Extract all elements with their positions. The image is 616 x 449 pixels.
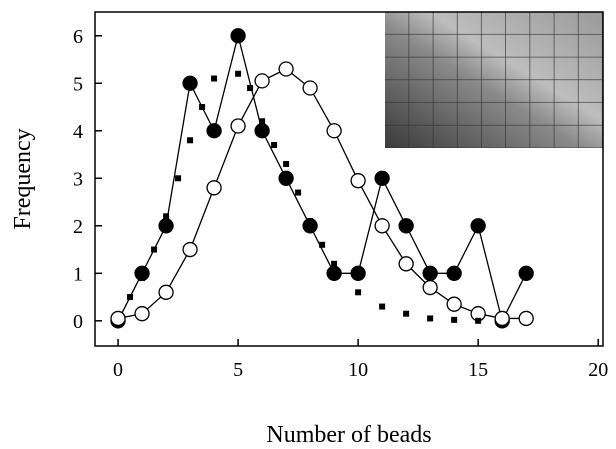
filled-marker — [278, 170, 294, 186]
open-marker — [398, 256, 414, 272]
inset-photo — [385, 12, 603, 148]
filled-marker — [398, 218, 414, 234]
square-marker — [403, 310, 410, 317]
square-marker — [235, 70, 242, 77]
filled-marker — [326, 265, 342, 281]
square-marker — [331, 260, 338, 267]
filled-marker — [470, 218, 486, 234]
square-marker — [475, 317, 482, 324]
y-tick-label: 4 — [73, 121, 83, 143]
open-marker — [230, 118, 246, 134]
square-marker — [259, 118, 266, 125]
square-marker — [319, 241, 326, 248]
y-axis-label: Frequency — [10, 128, 36, 229]
square-marker — [283, 161, 290, 168]
open-marker — [446, 296, 462, 312]
filled-marker — [254, 123, 270, 139]
open-marker — [494, 310, 510, 327]
square-marker — [199, 104, 206, 111]
filled-marker — [518, 265, 534, 281]
open-marker — [158, 284, 174, 300]
x-tick-label: 15 — [468, 359, 488, 381]
open-marker — [182, 241, 198, 258]
square-marker — [175, 175, 182, 182]
filled-marker — [230, 28, 246, 44]
open-marker — [374, 218, 390, 234]
square-marker — [427, 315, 434, 322]
filled-marker — [158, 218, 174, 234]
open-marker — [350, 173, 366, 189]
x-tick-label: 10 — [348, 359, 368, 381]
x-tick-label: 0 — [113, 359, 123, 381]
x-tick-label: 20 — [588, 359, 608, 381]
filled-marker — [182, 75, 198, 91]
square-marker — [151, 246, 158, 253]
square-marker — [307, 218, 314, 225]
y-tick-label: 6 — [73, 26, 83, 48]
open-marker — [302, 80, 318, 96]
x-tick-label: 5 — [233, 359, 243, 381]
y-tick-label: 2 — [73, 216, 83, 238]
square-marker — [163, 213, 170, 220]
y-tick-label: 5 — [73, 73, 83, 95]
square-marker — [139, 275, 146, 282]
open-marker — [278, 61, 294, 77]
open-marker — [326, 123, 342, 139]
open-marker — [422, 279, 438, 296]
square-marker — [271, 142, 278, 149]
square-marker — [247, 85, 254, 92]
square-marker — [187, 137, 194, 144]
y-tick-label: 1 — [73, 263, 83, 285]
series-line — [117, 35, 527, 323]
open-marker — [110, 310, 126, 327]
open-marker — [206, 180, 222, 196]
filled-marker — [374, 170, 390, 186]
square-marker — [211, 75, 218, 82]
open-marker — [518, 310, 534, 327]
filled-marker — [350, 265, 366, 281]
square-marker — [295, 189, 302, 196]
y-tick-label: 3 — [73, 168, 83, 190]
square-marker — [451, 316, 458, 323]
x-axis-label: Number of beads — [266, 422, 431, 448]
square-marker — [355, 289, 362, 296]
filled-marker — [446, 265, 462, 281]
filled-marker — [206, 123, 222, 139]
y-tick-label: 0 — [73, 311, 83, 333]
square-marker — [379, 303, 386, 310]
square-marker — [127, 294, 134, 301]
filled-marker — [422, 265, 438, 281]
open-marker — [254, 73, 270, 89]
open-marker — [134, 306, 150, 322]
